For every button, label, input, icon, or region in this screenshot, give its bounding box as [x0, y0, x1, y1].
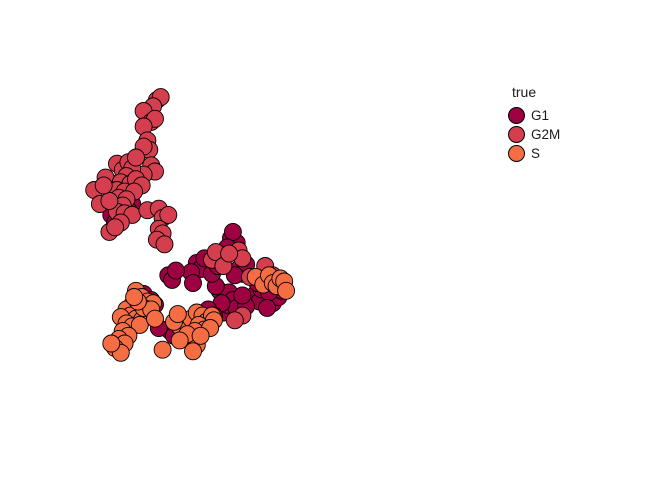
point-g2m-48	[155, 235, 174, 254]
point-g2m-37	[100, 191, 119, 210]
points-layer	[85, 88, 296, 362]
point-g1-11	[223, 222, 242, 241]
point-s-25	[146, 309, 164, 328]
point-g2m-59	[220, 244, 239, 263]
legend-item-g2m: G2M	[508, 125, 560, 144]
point-s-44	[191, 326, 210, 345]
point-g1-43	[258, 298, 277, 317]
legend: true G1 G2M S	[508, 84, 560, 163]
point-g1-56	[166, 261, 185, 280]
point-g2m-38	[94, 176, 113, 195]
legend-item-g1: G1	[508, 106, 560, 125]
legend-item-s: S	[508, 144, 560, 163]
point-s-22	[102, 334, 121, 353]
point-s-47	[153, 340, 172, 359]
point-s-30	[184, 342, 202, 361]
point-g2m-44	[159, 205, 178, 224]
point-g2m-40	[106, 218, 125, 237]
point-s-56	[277, 281, 296, 300]
point-g1-34	[233, 286, 252, 305]
point-g1-59	[184, 274, 202, 293]
point-s-48	[170, 331, 189, 350]
legend-swatch-g2m	[508, 126, 525, 143]
legend-swatch-s	[508, 145, 525, 162]
legend-label-s: S	[531, 146, 541, 161]
legend-label-g2m: G2M	[531, 127, 561, 142]
point-s-15	[130, 315, 149, 334]
series-s	[102, 266, 296, 362]
legend-swatch-g1	[508, 107, 525, 124]
point-s-27	[125, 288, 144, 306]
legend-label-g1: G1	[531, 108, 550, 123]
point-s-46	[168, 305, 187, 324]
point-g2m-54	[225, 311, 244, 330]
point-g2m-60	[127, 148, 145, 167]
legend-title: true	[512, 84, 537, 100]
